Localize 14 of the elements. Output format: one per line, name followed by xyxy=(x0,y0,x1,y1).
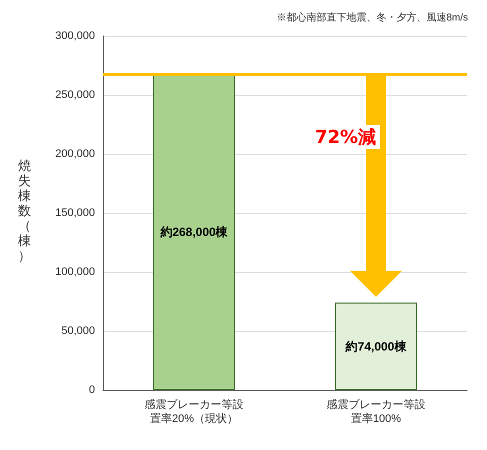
annotation: 72%減 xyxy=(311,125,380,150)
x-tick-label: 感震ブレーカー等設置率100% xyxy=(326,398,426,425)
chart-subtitle: ※都心南部直下地震、冬・夕方、風速8m/s xyxy=(276,12,468,24)
y-tick-label: 200,000 xyxy=(55,148,95,160)
y-tick-label: 100,000 xyxy=(55,266,95,278)
y-tick-label: 150,000 xyxy=(55,207,95,219)
y-tick-label: 300,000 xyxy=(55,30,95,42)
x-tick-label: 感震ブレーカー等設置率20%（現状） xyxy=(144,398,244,425)
y-tick-label: 50,000 xyxy=(61,325,95,337)
y-tick-label: 0 xyxy=(88,384,95,396)
y-tick-label: 250,000 xyxy=(55,89,95,101)
data-label: 約74,000棟 xyxy=(344,339,408,354)
data-label: 約268,000棟 xyxy=(159,224,229,239)
y-axis-title: 焼失棟数（棟） xyxy=(18,158,31,263)
